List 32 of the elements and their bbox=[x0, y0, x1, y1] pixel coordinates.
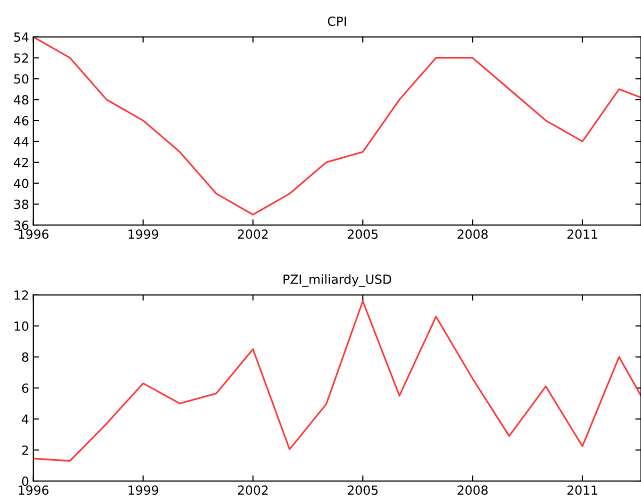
x-tick-label: 1996 bbox=[18, 485, 48, 495]
x-tick-label: 2005 bbox=[348, 485, 378, 495]
y-tick-label: 48 bbox=[14, 95, 28, 105]
y-tick-label: 42 bbox=[14, 158, 28, 168]
x-tick-label: 1999 bbox=[128, 229, 158, 239]
y-tick-label: 36 bbox=[14, 220, 28, 230]
x-tick-label: 2002 bbox=[238, 485, 268, 495]
x-tick-label: 2011 bbox=[567, 485, 598, 495]
y-tick-label: 2 bbox=[22, 445, 28, 455]
x-tick-label: 2008 bbox=[458, 229, 488, 239]
y-tick-label: 8 bbox=[22, 352, 28, 362]
y-tick-label: 40 bbox=[14, 178, 28, 188]
x-tick-label: 1996 bbox=[18, 229, 48, 239]
y-tick-label: 54 bbox=[14, 32, 28, 42]
line-series bbox=[33, 300, 641, 462]
y-tick-label: 46 bbox=[14, 116, 28, 126]
y-tick-label: 6 bbox=[22, 383, 28, 393]
x-tick-label: 2011 bbox=[567, 229, 598, 239]
y-tick-label: 38 bbox=[14, 200, 28, 210]
y-tick-label: 12 bbox=[14, 290, 28, 300]
y-tick-label: 10 bbox=[14, 321, 28, 331]
x-tick-label: 1999 bbox=[128, 485, 158, 495]
x-tick-label: 2002 bbox=[238, 229, 268, 239]
chart-title: CPI bbox=[328, 16, 346, 26]
y-tick-label: 52 bbox=[14, 53, 28, 63]
x-tick-label: 2005 bbox=[348, 229, 378, 239]
chart-title: PZI_miliardy_USD bbox=[284, 274, 392, 287]
y-tick-label: 4 bbox=[22, 414, 28, 424]
y-tick-label: 50 bbox=[14, 74, 28, 84]
x-tick-label: 2008 bbox=[458, 485, 488, 495]
y-tick-label: 0 bbox=[22, 476, 28, 486]
y-tick-label: 44 bbox=[14, 137, 28, 146]
